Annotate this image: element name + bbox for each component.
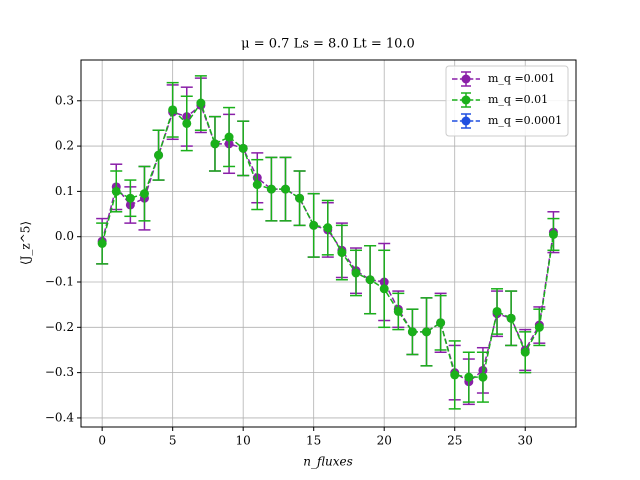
marker (168, 105, 178, 115)
y-tick-label: 0.3 (55, 93, 74, 107)
legend-marker (461, 116, 471, 126)
marker (548, 229, 558, 239)
marker (365, 275, 375, 285)
x-tick-label: 5 (169, 434, 177, 448)
legend-box (445, 65, 569, 137)
plot-frame (80, 59, 577, 428)
marker (295, 193, 305, 203)
marker (337, 248, 347, 258)
legend-label: m_q =0.0001 (488, 114, 562, 127)
x-tick-label: 10 (236, 434, 251, 448)
marker (238, 143, 248, 153)
marker (280, 184, 290, 194)
y-tick-label: 0.1 (55, 184, 74, 198)
marker (196, 98, 206, 108)
x-tick-label: 30 (518, 434, 533, 448)
marker (139, 189, 149, 199)
marker (450, 370, 460, 380)
marker (520, 347, 530, 357)
chart-title: μ = 0.7 Ls = 8.0 Lt = 10.0 (241, 37, 415, 52)
marker (210, 139, 220, 149)
marker (478, 372, 488, 382)
x-tick-label: 15 (306, 434, 321, 448)
marker (154, 150, 164, 160)
y-axis-label: ⟨J_z^5⟩ (19, 221, 33, 265)
x-axis-label: n_fluxes (303, 455, 353, 469)
legend-marker (461, 95, 471, 105)
marker (309, 220, 319, 230)
y-tick-label: 0.2 (55, 139, 74, 153)
marker (224, 132, 234, 142)
marker (111, 186, 121, 196)
marker (534, 322, 544, 332)
legend-label: m_q =0.01 (488, 93, 548, 106)
marker (323, 223, 333, 233)
marker (393, 306, 403, 316)
legend-marker (461, 74, 471, 84)
legend-label: m_q =0.001 (488, 72, 555, 85)
marker (125, 193, 135, 203)
marker (436, 318, 446, 328)
marker (492, 306, 502, 316)
marker (97, 239, 107, 248)
marker (464, 372, 474, 382)
marker (266, 184, 276, 194)
marker (182, 118, 192, 128)
marker (379, 284, 389, 294)
marker (252, 180, 262, 190)
y-tick-label: −0.2 (45, 320, 74, 334)
y-tick-label: 0.0 (55, 229, 74, 243)
marker (506, 313, 516, 323)
y-tick-label: −0.1 (45, 275, 74, 289)
x-tick-label: 20 (377, 434, 392, 448)
x-tick-label: 25 (447, 434, 462, 448)
y-tick-label: −0.4 (45, 410, 75, 424)
x-tick-label: 0 (98, 434, 106, 448)
y-tick-label: −0.3 (45, 365, 74, 379)
marker (351, 268, 361, 278)
marker (422, 327, 432, 337)
marker (407, 327, 417, 337)
